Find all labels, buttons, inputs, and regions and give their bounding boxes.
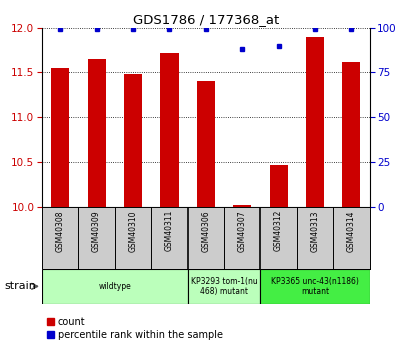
Text: GSM40309: GSM40309 — [92, 210, 101, 252]
Bar — [124, 74, 142, 207]
Text: strain: strain — [4, 282, 36, 291]
Text: KP3365 unc-43(n1186)
mutant: KP3365 unc-43(n1186) mutant — [271, 277, 359, 296]
Text: wildtype: wildtype — [98, 282, 131, 291]
Text: KP3293 tom-1(nu
468) mutant: KP3293 tom-1(nu 468) mutant — [191, 277, 257, 296]
Bar — [160, 53, 178, 207]
Text: GSM40313: GSM40313 — [310, 210, 320, 252]
Bar — [342, 62, 360, 207]
Text: GSM40306: GSM40306 — [201, 210, 210, 252]
Bar — [270, 165, 288, 207]
Text: GSM40308: GSM40308 — [56, 210, 65, 252]
Bar — [51, 68, 69, 207]
Legend: count, percentile rank within the sample: count, percentile rank within the sample — [47, 317, 223, 340]
Text: GSM40307: GSM40307 — [238, 210, 247, 252]
Bar — [42, 269, 188, 304]
Text: GSM40310: GSM40310 — [129, 210, 137, 252]
Bar — [197, 81, 215, 207]
Title: GDS1786 / 177368_at: GDS1786 / 177368_at — [133, 13, 279, 27]
Text: GSM40312: GSM40312 — [274, 210, 283, 252]
Bar — [233, 205, 251, 207]
Bar — [260, 269, 370, 304]
Text: GSM40311: GSM40311 — [165, 210, 174, 252]
Bar — [306, 37, 324, 207]
Bar — [188, 269, 260, 304]
Bar — [87, 59, 106, 207]
Text: GSM40314: GSM40314 — [347, 210, 356, 252]
